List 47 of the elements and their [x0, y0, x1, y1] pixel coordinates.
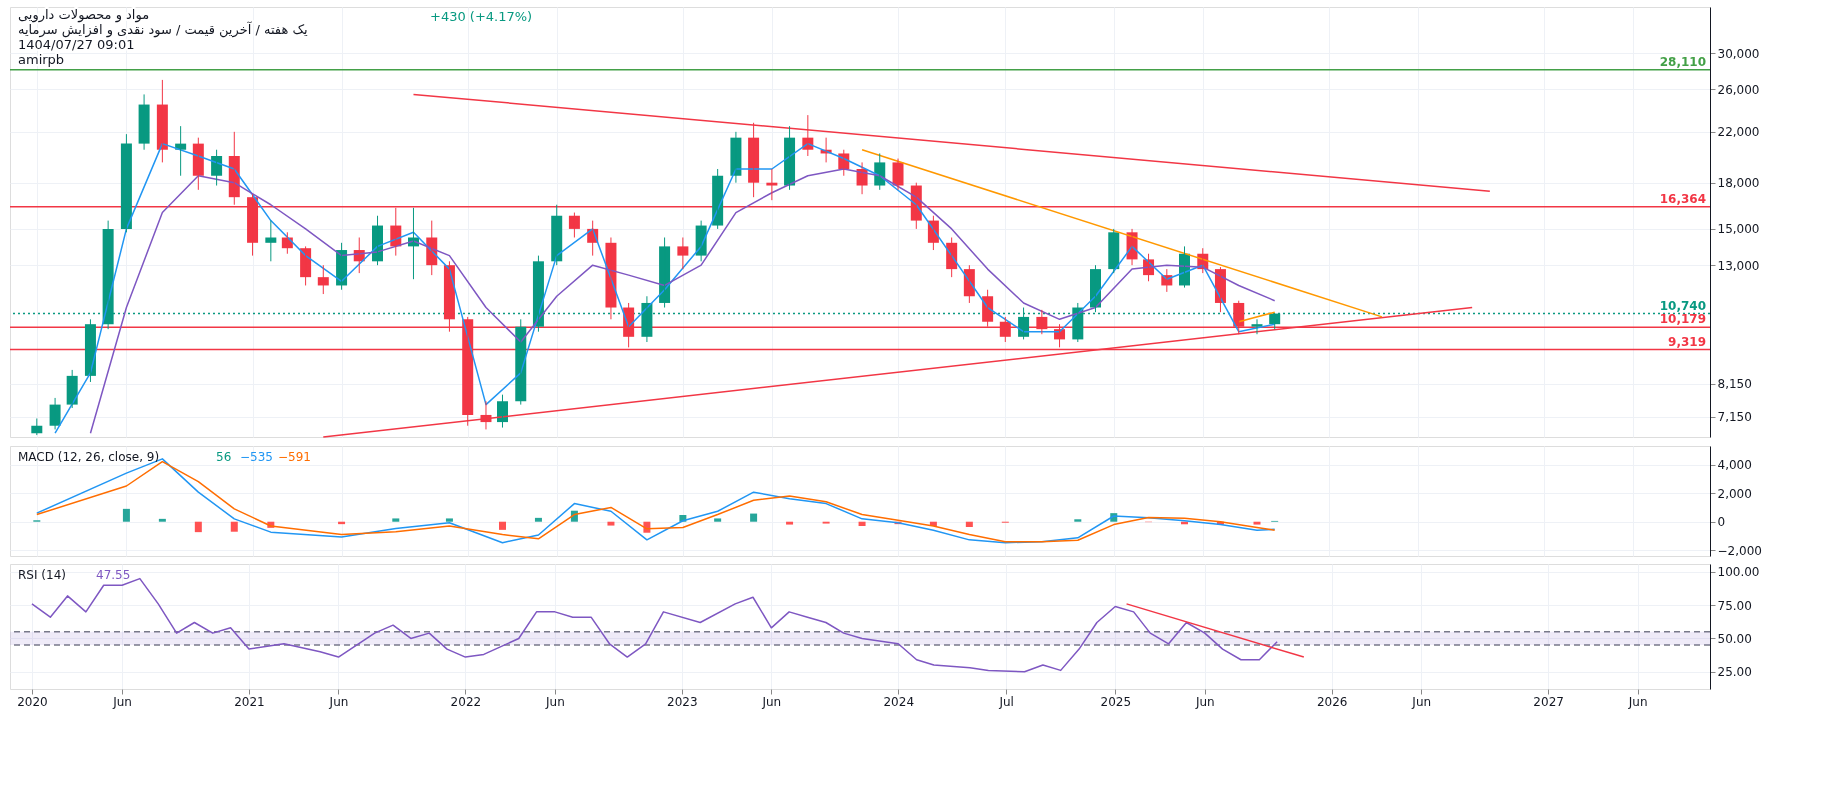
x-tick-label: 2024 [883, 694, 915, 709]
y-tick-label: 0 [1717, 515, 1726, 530]
x-tick-label: 2026 [1316, 694, 1348, 709]
y-tick-label: 50.00 [1717, 631, 1752, 646]
x-tick-label: Jun [112, 694, 132, 709]
x-tick-label: Jun [1411, 694, 1432, 709]
annotation: RSI (14) [18, 568, 66, 582]
y-tick-label: 75.00 [1717, 598, 1752, 613]
y-tick-label: 2,000 [1717, 486, 1752, 501]
annotation: 56 [216, 450, 232, 464]
ref-line-label: 16,364 [1659, 191, 1706, 206]
y-tick-label: 30,000 [1717, 46, 1760, 61]
y-tick-label: 18,000 [1717, 176, 1760, 191]
x-tick-label: Jul [998, 694, 1014, 709]
annotation: 47.55 [96, 568, 131, 582]
x-tick-label: 2021 [234, 694, 265, 709]
y-tick-label: 26,000 [1717, 82, 1760, 97]
y-tick-label: 15,000 [1717, 222, 1760, 237]
y-tick-label: 4,000 [1717, 458, 1752, 473]
x-tick-label: Jun [761, 694, 782, 709]
x-tick-label: 2023 [667, 694, 698, 709]
y-tick-label: 100.00 [1717, 565, 1760, 580]
x-tick-label: Jun [328, 694, 349, 709]
y-tick-label: 22,000 [1717, 125, 1760, 140]
annotation: MACD (12, 26, close, 9) [18, 450, 160, 464]
x-tick-label: Jun [545, 694, 565, 709]
x-tick-label: Jun [1627, 694, 1648, 709]
ref-line-label: 10,740 [1659, 298, 1706, 313]
annotation: −535 [240, 450, 273, 464]
ref-line-label: 28,110 [1659, 54, 1706, 69]
annotation: +430 (+4.17%) [430, 9, 533, 24]
x-tick-label: 2020 [17, 694, 48, 709]
ref-line-label: 10,179 [1659, 312, 1706, 327]
x-tick-label: 2025 [1100, 694, 1132, 709]
y-tick-label: −2,000 [1717, 543, 1762, 558]
x-tick-label: 2027 [1533, 694, 1564, 709]
y-tick-label: 13,000 [1717, 258, 1760, 273]
y-tick-label: 8,150 [1717, 377, 1752, 392]
y-tick-label: 7,150 [1717, 410, 1752, 425]
annotation: amirpb [18, 52, 65, 67]
x-tick-label: Jun [1194, 694, 1215, 709]
annotation: −591 [278, 450, 311, 464]
chart-title: مواد و محصولات دارویی [18, 7, 150, 23]
annotation: 1404/07/27 09:01 [18, 37, 135, 52]
y-tick-label: 25.00 [1717, 665, 1752, 680]
ref-line-label: 9,319 [1668, 334, 1706, 349]
x-tick-label: 2022 [450, 694, 482, 709]
